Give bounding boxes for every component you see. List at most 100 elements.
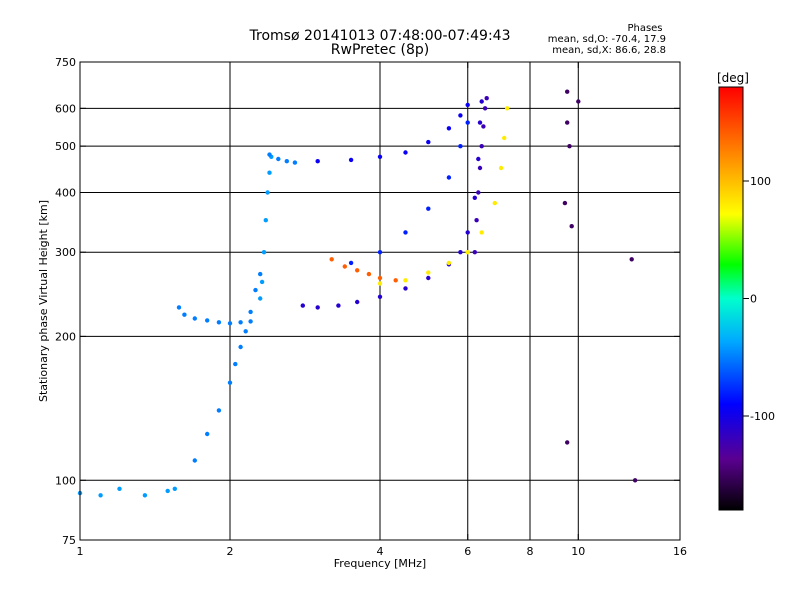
echo-point — [300, 303, 305, 308]
echo-point — [632, 478, 638, 483]
colorbar-ticks: 100 0 -100 — [743, 175, 775, 423]
echo-point — [377, 281, 383, 286]
echo-point — [477, 120, 483, 125]
echo-point — [446, 260, 452, 266]
echo-point — [355, 299, 360, 305]
echo-point — [377, 154, 383, 159]
echo-point — [276, 156, 281, 162]
echo-point — [465, 230, 470, 235]
echo-point — [426, 275, 431, 281]
y-tick-label: 750 — [55, 56, 76, 69]
y-tick-label: 200 — [55, 330, 76, 343]
echo-point — [477, 165, 483, 171]
echo-point — [292, 160, 298, 165]
data-series — [77, 486, 177, 498]
data-series — [267, 152, 298, 165]
echo-point — [284, 159, 289, 164]
echo-point — [465, 120, 470, 125]
data-series — [300, 99, 484, 310]
echo-point — [565, 89, 570, 94]
echo-point — [474, 218, 479, 223]
data-series — [472, 96, 489, 255]
echo-point — [446, 126, 452, 131]
echo-point — [142, 493, 148, 498]
echo-point — [248, 319, 253, 324]
colorbar-tick-label: 0 — [750, 293, 757, 306]
echo-point — [253, 287, 258, 293]
data-series — [192, 271, 263, 463]
data-series — [176, 305, 253, 326]
echo-point — [205, 431, 210, 437]
echo-point — [238, 344, 243, 350]
echo-point — [165, 488, 170, 494]
echo-point — [366, 271, 372, 277]
echo-point — [227, 321, 233, 326]
x-tick-label: 8 — [527, 545, 534, 558]
echo-point — [348, 260, 354, 266]
echo-point — [479, 230, 484, 235]
echo-point — [258, 271, 263, 277]
echo-point — [498, 165, 504, 171]
echo-point — [426, 206, 431, 211]
echo-point — [481, 124, 486, 129]
x-tick-label: 2 — [227, 545, 234, 558]
echo-point — [403, 230, 408, 235]
echo-point — [465, 102, 470, 108]
echo-point — [458, 113, 463, 118]
echo-point — [569, 224, 574, 229]
echo-point — [565, 440, 570, 445]
echo-point — [205, 318, 210, 323]
echo-point — [172, 486, 177, 491]
echo-point — [98, 493, 103, 498]
echo-point — [342, 264, 347, 269]
echo-point — [426, 270, 431, 275]
echo-point — [377, 250, 383, 255]
echo-point — [227, 380, 233, 385]
data-series — [562, 89, 638, 483]
echo-point — [192, 458, 197, 463]
echo-point — [238, 320, 243, 325]
echo-point — [265, 190, 270, 195]
x-tick-label: 10 — [571, 545, 585, 558]
echo-point — [403, 278, 408, 283]
y-tick-label: 75 — [62, 534, 76, 547]
echo-point — [465, 250, 470, 255]
data-series — [348, 120, 470, 266]
echo-point — [315, 305, 320, 310]
echo-point — [176, 305, 182, 310]
echo-point — [505, 106, 510, 111]
echo-point — [502, 135, 507, 141]
echo-point — [567, 144, 572, 149]
echo-point — [472, 195, 477, 200]
data-series — [315, 102, 470, 164]
echo-point — [562, 200, 568, 206]
data-points — [77, 89, 638, 498]
echo-point — [267, 152, 272, 157]
grid-lines — [80, 62, 680, 540]
echo-point — [233, 361, 238, 367]
x-axis-label: Frequency [MHz] — [334, 557, 426, 570]
chart-subtitle: RwPretec (8p) — [331, 42, 429, 58]
echo-point — [259, 279, 265, 285]
echo-point — [426, 139, 431, 145]
echo-point — [192, 316, 197, 321]
echo-point — [263, 218, 268, 223]
x-tick-label: 16 — [673, 545, 687, 558]
axis-ticks: 1 2 4 6 8 10 16 75 100 200 300 400 500 600 750 — [55, 56, 687, 558]
y-tick-label: 400 — [55, 186, 76, 199]
data-series — [377, 106, 510, 286]
colorbar-tick-label: -100 — [750, 410, 775, 423]
echo-point — [377, 275, 383, 281]
echo-point — [458, 144, 463, 149]
x-tick-label: 1 — [77, 545, 84, 558]
x-tick-label: 4 — [377, 545, 384, 558]
echo-point — [261, 250, 267, 255]
echo-point — [348, 157, 354, 163]
echo-point — [565, 120, 570, 125]
echo-point — [117, 486, 122, 491]
echo-point — [258, 296, 263, 301]
echo-point — [476, 156, 481, 162]
echo-point — [484, 96, 489, 101]
echo-point — [492, 200, 497, 206]
y-axis-label: Stationary phase Virtual Height [km] — [37, 200, 50, 402]
